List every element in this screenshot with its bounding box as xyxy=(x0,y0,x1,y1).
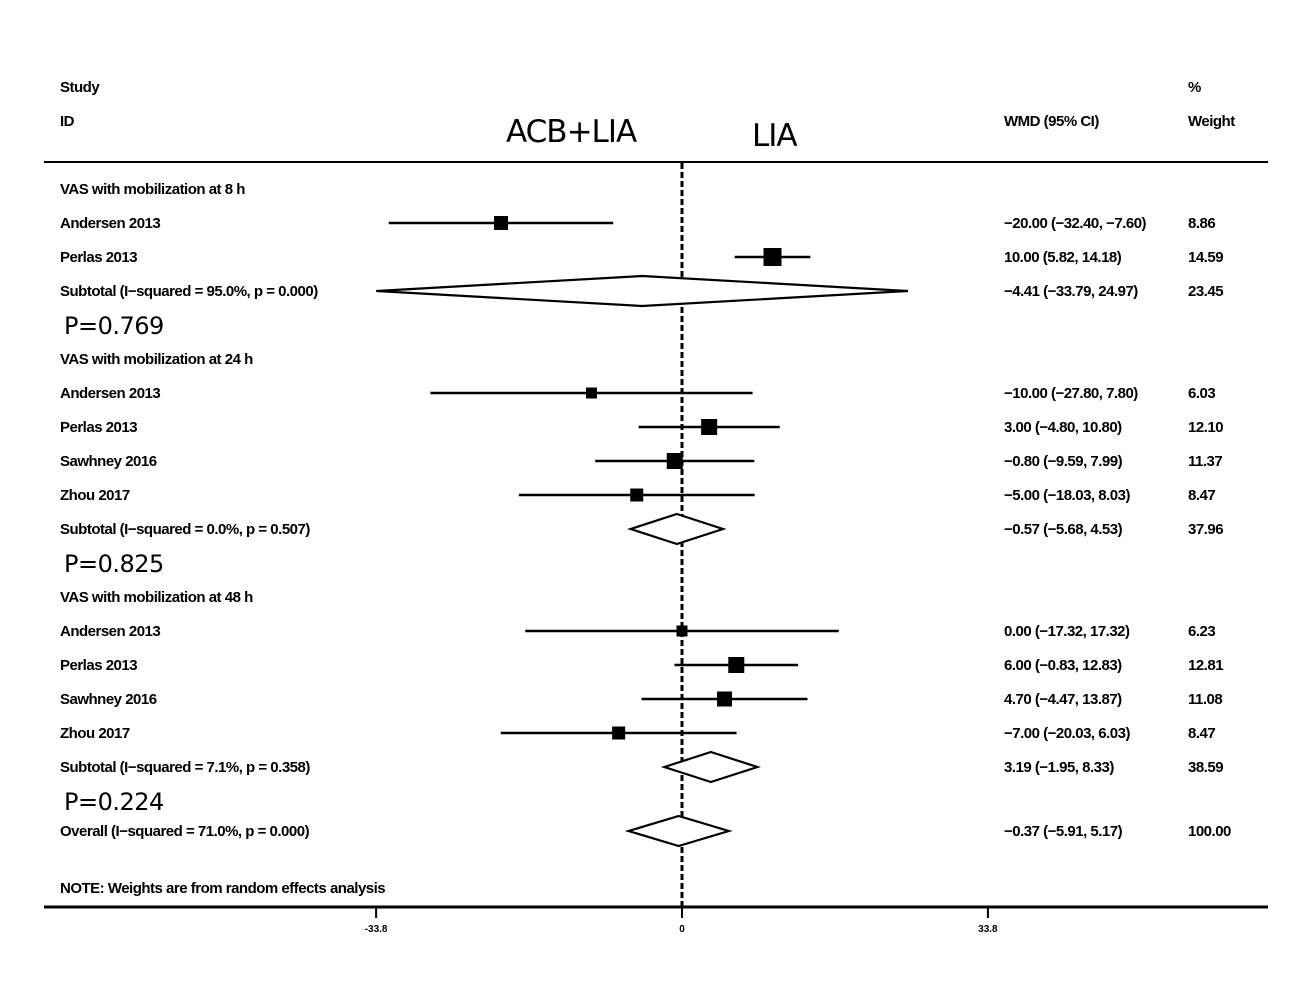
effect-ci-label: −0.57 (−5.68, 4.53) xyxy=(1004,521,1123,538)
effect-ci-label: 6.00 (−0.83, 12.83) xyxy=(1004,657,1122,674)
point-estimate-square xyxy=(586,387,597,399)
point-estimate-square xyxy=(763,248,782,266)
effect-ci-label: 0.00 (−17.32, 17.32) xyxy=(1004,623,1130,640)
weight-label: 8.86 xyxy=(1188,215,1215,232)
effect-ci-label: −20.00 (−32.40, −7.60) xyxy=(1004,215,1147,232)
weight-label: 12.10 xyxy=(1188,419,1223,436)
study-label: Andersen 2013 xyxy=(60,623,160,640)
study-label: Zhou 2017 xyxy=(60,725,130,742)
group-p-value: P=0.825 xyxy=(64,550,164,578)
weight-label: 8.47 xyxy=(1188,725,1215,742)
weight-label: 6.03 xyxy=(1188,385,1215,402)
effect-ci-label: −0.37 (−5.91, 5.17) xyxy=(1004,823,1123,840)
x-tick-label: 0 xyxy=(679,924,685,935)
point-estimate-square xyxy=(701,419,718,435)
left-arm-label: ACB+LIA xyxy=(506,114,637,150)
right-arm-label: LIA xyxy=(752,118,797,154)
point-estimate-square xyxy=(717,691,733,707)
effect-column-header: WMD (95% CI) xyxy=(1004,113,1099,130)
effect-ci-label: 3.00 (−4.80, 10.80) xyxy=(1004,419,1122,436)
footnote: NOTE: Weights are from random effects an… xyxy=(60,880,385,897)
effect-ci-label: 10.00 (5.82, 14.18) xyxy=(1004,249,1122,266)
weight-label: 6.23 xyxy=(1188,623,1215,640)
point-estimate-square xyxy=(494,216,508,230)
effect-ci-label: 3.19 (−1.95, 8.33) xyxy=(1004,759,1114,776)
group-title: VAS with mobilization at 24 h xyxy=(60,351,253,368)
subtotal-label: Subtotal (I−squared = 95.0%, p = 0.000) xyxy=(60,283,318,300)
point-estimate-square xyxy=(728,657,745,673)
weight-label: 11.37 xyxy=(1188,453,1222,470)
weight-label: 8.47 xyxy=(1188,487,1215,504)
group-p-value: P=0.769 xyxy=(64,312,164,340)
effect-ci-label: −5.00 (−18.03, 8.03) xyxy=(1004,487,1130,504)
subtotal-label: Subtotal (I−squared = 7.1%, p = 0.358) xyxy=(60,759,310,776)
weight-label: 37.96 xyxy=(1188,521,1223,538)
study-label: Perlas 2013 xyxy=(60,657,137,674)
point-estimate-square xyxy=(612,726,626,740)
effect-ci-label: −7.00 (−20.03, 6.03) xyxy=(1004,725,1130,742)
point-estimate-square xyxy=(666,453,683,469)
header-study-label: Study xyxy=(60,79,100,96)
effect-ci-label: 4.70 (−4.47, 13.87) xyxy=(1004,691,1122,708)
weight-header-percent: % xyxy=(1188,79,1201,96)
weight-label: 23.45 xyxy=(1188,283,1223,300)
subtotal-diamond xyxy=(376,274,909,308)
study-label: Perlas 2013 xyxy=(60,419,137,436)
header-id-label: ID xyxy=(60,113,75,130)
study-label: Sawhney 2016 xyxy=(60,691,157,708)
effect-ci-label: −0.80 (−9.59, 7.99) xyxy=(1004,453,1123,470)
weight-label: 38.59 xyxy=(1188,759,1223,776)
x-tick-label: -33.8 xyxy=(365,924,388,935)
subtotal-diamond xyxy=(627,512,727,546)
study-label: Zhou 2017 xyxy=(60,487,130,504)
study-label: Sawhney 2016 xyxy=(60,453,157,470)
group-title: VAS with mobilization at 48 h xyxy=(60,589,253,606)
study-label: Andersen 2013 xyxy=(60,215,160,232)
point-estimate-square xyxy=(676,625,688,637)
group-p-value: P=0.224 xyxy=(64,788,164,816)
subtotal-diamond xyxy=(660,750,761,784)
weight-label: 100.00 xyxy=(1188,823,1231,840)
group-title: VAS with mobilization at 8 h xyxy=(60,181,245,198)
weight-label: 12.81 xyxy=(1188,657,1223,674)
x-tick-label: 33.8 xyxy=(978,924,998,935)
overall-diamond xyxy=(624,814,733,848)
weight-label: 11.08 xyxy=(1188,691,1222,708)
weight-column-header: Weight xyxy=(1188,113,1235,130)
effect-ci-label: −10.00 (−27.80, 7.80) xyxy=(1004,385,1138,402)
study-label: Andersen 2013 xyxy=(60,385,160,402)
effect-ci-label: −4.41 (−33.79, 24.97) xyxy=(1004,283,1138,300)
subtotal-label: Subtotal (I−squared = 0.0%, p = 0.507) xyxy=(60,521,310,538)
point-estimate-square xyxy=(630,488,644,502)
overall-label: Overall (I−squared = 71.0%, p = 0.000) xyxy=(60,823,310,840)
study-label: Perlas 2013 xyxy=(60,249,137,266)
weight-label: 14.59 xyxy=(1188,249,1223,266)
